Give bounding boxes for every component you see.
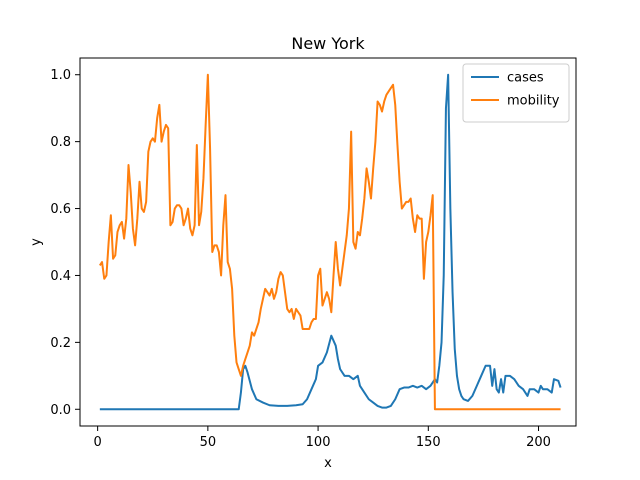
y-tick-label: 0.6 bbox=[50, 202, 71, 217]
y-axis-label: y bbox=[29, 238, 44, 246]
x-tick-label: 0 bbox=[93, 435, 101, 450]
legend: cases mobility bbox=[462, 63, 570, 123]
y-tick-label: 0.2 bbox=[50, 336, 71, 351]
series-layer bbox=[99, 73, 562, 411]
plot-area: 0 50 100 150 200 0.0 0.2 0.4 0.6 0.8 1.0 bbox=[50, 57, 577, 450]
legend-box bbox=[462, 63, 570, 123]
x-tick-label: 100 bbox=[306, 435, 331, 450]
x-tick-label: 200 bbox=[526, 435, 551, 450]
y-tick-label: 0.8 bbox=[50, 135, 71, 150]
axes-layer: 0 50 100 150 200 0.0 0.2 0.4 0.6 0.8 1.0 bbox=[50, 57, 577, 450]
series-line-mobility bbox=[99, 73, 561, 411]
x-tick-label: 150 bbox=[416, 435, 441, 450]
y-tick-label: 0.0 bbox=[50, 403, 71, 418]
legend-label-mobility: mobility bbox=[507, 94, 560, 109]
y-tick-label: 0.4 bbox=[50, 269, 71, 284]
axes-frame bbox=[79, 57, 577, 427]
series-line-cases bbox=[99, 73, 562, 411]
y-tick-label: 1.0 bbox=[50, 68, 71, 83]
x-tick-label: 50 bbox=[200, 435, 217, 450]
legend-label-cases: cases bbox=[507, 71, 544, 86]
x-axis-label: x bbox=[324, 456, 332, 471]
chart-title: New York bbox=[291, 34, 365, 53]
